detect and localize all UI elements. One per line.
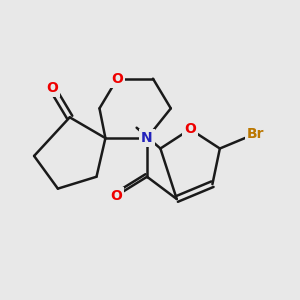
Text: O: O [111, 72, 123, 86]
Text: O: O [46, 81, 58, 94]
Text: N: N [141, 131, 153, 145]
Text: O: O [110, 189, 122, 203]
Text: O: O [184, 122, 196, 136]
Text: Br: Br [247, 127, 264, 141]
